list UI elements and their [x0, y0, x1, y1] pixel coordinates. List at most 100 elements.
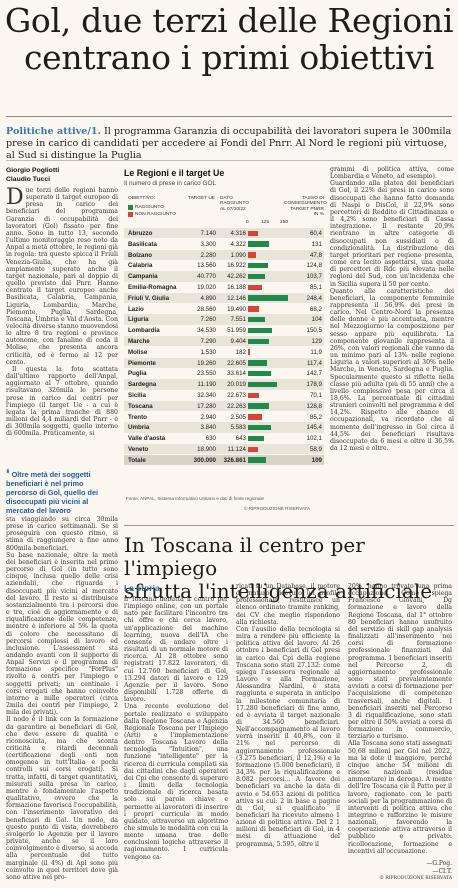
row-target: 3.840 [200, 424, 216, 432]
table-row: Friuli V. Giulia 4.890 12.146 248,4 [124, 292, 324, 304]
row-region: Totale [128, 456, 146, 464]
article-paragraph-2: Il questa la foto scattata dall'ultimo r… [6, 365, 118, 438]
rate-bar [248, 457, 266, 463]
chart-source: Fonte: ANPAL, Sistema Informativo Unitar… [126, 496, 265, 501]
article-column-1-lower: sta viaggiando su circa 30mila prese in … [6, 516, 118, 881]
row-region: Puglia [128, 370, 147, 378]
row-target: 2.280 [200, 251, 216, 259]
table-row: Campania 40.770 42.262 103,7 [124, 271, 324, 282]
article-column-3: grammi di politica attiva, come Lombardi… [330, 166, 454, 453]
row-achieved: 51.959 [227, 327, 246, 335]
second-copyright: © RIPRODUZIONE RISERVATA [379, 876, 452, 881]
table-row: Abruzzo 7.140 4.316 60,4 [124, 228, 324, 239]
row-rate: 60,4 [309, 230, 322, 237]
second-headline: In Toscana il centro per l'impiego sfrut… [124, 534, 454, 603]
header-achieved: DATO RAGGIUNTO AL 07/10/22 [220, 196, 249, 212]
row-achieved: 326.861 [223, 456, 246, 464]
row-rate: 58,9 [309, 446, 322, 453]
rate-bar [248, 327, 273, 334]
row-achieved: 2.505 [230, 413, 246, 421]
chart-title: Le Regioni e il target Ue [124, 168, 225, 178]
rate-bar [248, 424, 272, 431]
row-achieved: 12.146 [227, 294, 246, 302]
row-target: 1.530 [200, 348, 216, 356]
row-target: 17.280 [197, 402, 216, 410]
table-row: Calabria 13.560 16.922 124,8 [124, 260, 324, 270]
table-row: Basilicata 3.300 4.322 131 [124, 239, 324, 249]
table-row: Lazio 28.560 19.490 68,2 [124, 304, 324, 314]
legend-not-achieved-swatch [128, 212, 133, 217]
row-region: Bolzano [128, 251, 153, 259]
row-achieved: 1.090 [230, 251, 246, 259]
table-row: Liguria 7.260 7.551 104 [124, 314, 324, 325]
row-rate: 142,7 [306, 370, 322, 378]
table-row: Veneto 18.900 11.124 58,9 [124, 444, 324, 455]
row-rate: 85,2 [309, 413, 322, 421]
row-region: Valle d'aosta [128, 435, 166, 443]
row-rate: 47,8 [309, 251, 322, 259]
row-rate: 117,4 [306, 359, 322, 367]
table-row: Valle d'aosta 630 643 102,1 [124, 433, 324, 443]
legend-achieved-swatch [128, 205, 133, 210]
row-rate: 11,9 [310, 348, 322, 356]
second-column-2: ricati su un Database, il motore di lnat… [236, 583, 340, 848]
row-region: Piemonte [128, 359, 156, 367]
rate-bar [248, 252, 256, 258]
rate-bar [248, 241, 270, 247]
rate-bar [248, 284, 262, 291]
row-target: 19.260 [197, 359, 216, 367]
byline-author-2: Claudio Tucci [6, 176, 51, 183]
quote-mark-icon: ❛ [6, 468, 10, 480]
rate-bar [248, 381, 277, 388]
table-row: Toscana 17.280 22.263 128,8 [124, 400, 324, 412]
header-region: OBIETTIVO: [128, 196, 155, 201]
rate-bar [248, 338, 269, 345]
table-total-row: Totale 300.000 326.861 109 [124, 454, 324, 466]
rate-bar [248, 273, 265, 280]
row-target: 630 [205, 435, 216, 443]
row-rate: 68,2 [309, 305, 322, 313]
row-region: Toscana [128, 402, 153, 410]
row-rate: 128,8 [306, 402, 322, 410]
row-target: 18.900 [197, 446, 216, 453]
rate-bar [248, 403, 269, 409]
scale-tick-250: 250 [280, 220, 289, 225]
table-row: Emilia-Romagna 19.020 16.188 85,1 [124, 282, 324, 292]
row-target: 28.560 [197, 305, 216, 313]
table-row: Trento 2.940 2.505 85,2 [124, 412, 324, 422]
row-region: Veneto [128, 446, 149, 453]
scale-tick-0: 0 [246, 220, 249, 225]
rate-bar [248, 316, 265, 323]
row-region: Sicilia [128, 392, 146, 399]
summary: Politiche attive/1. Il programma Garanzi… [6, 126, 452, 162]
row-rate: 178,9 [306, 381, 322, 389]
row-target: 34.530 [197, 327, 216, 335]
table-row: Molise 1.530 182 11,9 [124, 347, 324, 357]
byline-author-1: Giorgio Pogliotti [6, 167, 60, 174]
table-row: Lombardia 34.530 51.959 150,5 [124, 325, 324, 335]
row-rate: 104 [311, 316, 322, 324]
row-target: 11.190 [197, 381, 216, 389]
row-region: Calabria [128, 262, 153, 270]
row-achieved: 22.605 [227, 359, 246, 367]
row-rate: 85,1 [309, 284, 322, 291]
signature-2: —Cl.T. [432, 867, 452, 875]
rate-bar [248, 392, 260, 399]
row-region: Molise [128, 348, 148, 356]
row-rate: 109 [311, 456, 322, 464]
table-row: Bolzano 2.280 1.090 47,8 [124, 249, 324, 260]
legend-not-achieved-label: NON RAGGIUNTO [135, 212, 176, 217]
row-region: Friuli V. Giulia [128, 294, 170, 302]
row-rate: 70,1 [309, 392, 322, 399]
row-achieved: 11.124 [227, 446, 246, 453]
row-target: 23.550 [197, 370, 216, 378]
article-lead: ue terzi delle regioni hanno superato il… [6, 187, 118, 366]
table-row: Puglia 23.550 33.614 142,7 [124, 368, 324, 378]
row-achieved: 5.583 [230, 424, 246, 432]
row-target: 2.940 [200, 413, 216, 421]
rate-bar [248, 360, 267, 366]
rate-bar [248, 349, 250, 355]
table-row: Umbria 3.840 5.583 145,4 [124, 422, 324, 433]
header-rate: TASSO DI CONSEGUIMENTO TARGET PNRR IN % [284, 196, 327, 218]
row-rate: 150,5 [306, 327, 322, 335]
